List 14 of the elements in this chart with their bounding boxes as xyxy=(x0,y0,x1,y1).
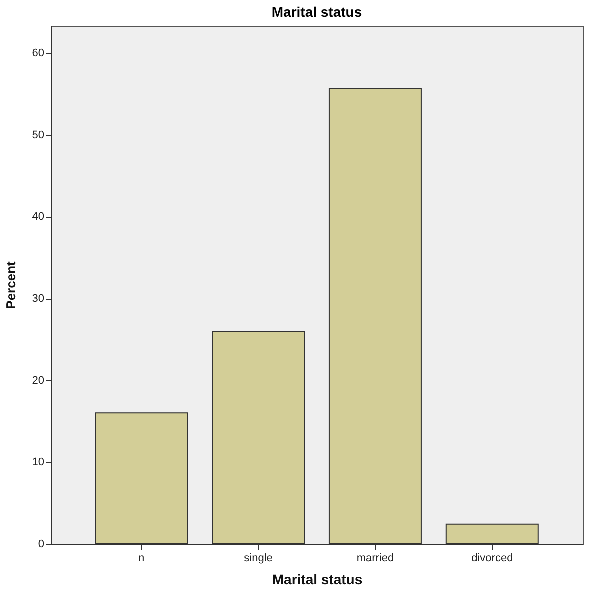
y-tick-label: 0 xyxy=(38,538,44,550)
y-tick-label: 50 xyxy=(32,129,44,142)
x-tick-label: divorced xyxy=(472,552,514,564)
x-tick-label: married xyxy=(356,552,394,564)
y-tick-label: 30 xyxy=(32,293,44,305)
y-tick-label: 60 xyxy=(32,48,44,60)
x-tick-label: single xyxy=(244,552,273,564)
x-tick-label: n xyxy=(138,552,145,564)
chart-title: Marital status xyxy=(272,4,362,20)
y-axis-title: Percent xyxy=(3,260,18,310)
x-axis-title: Marital status xyxy=(272,572,363,588)
y-tick-label: 40 xyxy=(32,211,44,224)
y-tick-label: 10 xyxy=(32,456,44,469)
y-tick-label: 20 xyxy=(32,374,44,387)
